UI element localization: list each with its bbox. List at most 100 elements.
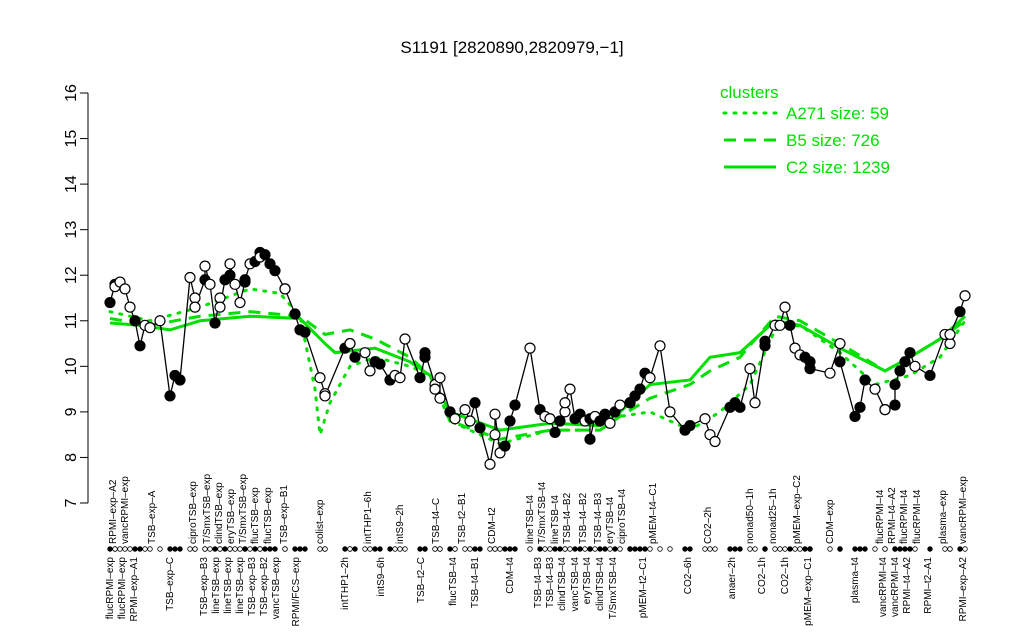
data-point [804,363,816,375]
data-point [509,399,521,411]
data-point [869,383,881,395]
data-point [959,290,971,302]
x-tick-label-bottom: RPMI/FCS–exp [291,557,302,627]
y-tick-label: 13 [63,221,80,239]
x-tick-label-bottom: flucTSB–t4 [448,557,459,606]
point-marker [712,546,718,552]
y-tick-label: 16 [63,84,80,102]
point-marker [272,546,278,552]
data-point [954,306,966,318]
data-point [759,340,771,352]
point-marker [907,546,913,552]
legend-entry-label: B5 size: 726 [786,131,880,150]
x-tick-label-bottom: CO2–1h [757,557,768,594]
cluster-line-solid [109,314,967,432]
data-point [434,392,446,404]
data-point [774,319,786,331]
point-marker [807,546,813,552]
y-tick-label: 14 [63,175,80,193]
point-marker [752,546,758,552]
x-tick-label-bottom: RPMI–exp–A2 [958,557,969,622]
data-point [584,433,596,445]
data-point [209,317,221,329]
point-marker [872,546,878,552]
point-marker [297,546,303,552]
data-point [824,367,836,379]
x-tick-label-top: T/SmxTSB–exp [202,474,213,544]
point-marker [247,546,253,552]
y-axis: 7 8 9 10 11 12 13 14 15 16 [63,84,89,507]
point-marker [882,546,888,552]
data-point [414,372,426,384]
x-tick-label-bottom: clindTSB–t4 [595,557,606,611]
point-marker [687,546,693,552]
point-marker [187,546,193,552]
cluster-line-dashed [109,310,966,441]
data-point [319,390,331,402]
x-tick-label-bottom: TSB–t4–B1 [470,557,481,609]
x-tick-label-top: nonad25–1h [768,488,779,544]
point-marker [912,546,918,552]
x-tick-label-top: clindTSB–exp [214,482,225,544]
point-marker [527,546,533,552]
point-marker [587,546,593,552]
point-marker [177,546,183,552]
data-point [904,347,916,359]
point-marker [507,546,513,552]
data-point [359,347,371,359]
x-tick-label-top: flucRPMI–t4 [875,489,886,544]
x-tick-label-top: ciproTSB–t4 [617,489,628,544]
y-tick-label: 7 [63,498,80,507]
point-marker [962,546,968,552]
x-tick-label-bottom: RPMI–t2–A1 [923,557,934,614]
data-point [854,401,866,413]
point-marker [947,546,953,552]
data-point [924,369,936,382]
chart-title: S1191 [2820890,2820979,−1] [400,38,623,57]
y-tick-label: 9 [63,407,80,416]
data-point [469,397,481,409]
x-tick-labels: RPMI–exp–A2 vancRPMI–exp TSB–exp–A ciproTSB… [105,474,969,627]
point-marker [837,546,843,552]
x-tick-label-top: ciproTSB–exp [188,481,199,544]
x-tick-label-top: TSB–t4–B2 [562,492,573,544]
point-marker [217,546,223,552]
data-point [344,337,356,350]
legend: clusters A271 size: 59 B5 size: 726 C2 siz… [720,83,890,177]
point-marker [797,546,803,552]
data-points [104,246,971,470]
data-point [419,347,431,359]
x-tick-label-top: flucRPMI–t4 [912,489,923,544]
data-point [604,417,616,429]
x-tick-label-top: plasma–exp [938,490,949,544]
x-tick-label-bottom: vancTSB–exp [271,557,282,620]
data-point [184,271,196,284]
legend-entry-label: C2 size: 1239 [786,158,890,177]
x-tick-label-bottom: TSB–exp–B2 [259,557,270,616]
x-tick-label-top: eryTSB–t4 [605,496,616,544]
data-point [834,337,846,350]
data-point [944,328,956,341]
point-marker [372,546,378,552]
x-tick-label-top: intTHP1–6h [363,491,374,544]
x-tick-label-bottom: vancRPMI–t4 [878,557,889,617]
x-tick-label-bottom: TSB–t4–B3 [545,557,556,609]
point-marker [367,546,373,552]
point-marker [267,546,273,552]
data-point [234,296,246,309]
point-marker [802,546,808,552]
legend-entry-label: A271 size: 59 [786,104,889,123]
point-marker [727,546,733,552]
point-marker [737,546,743,552]
data-point [119,283,131,295]
x-tick-label-top: vancRPMI–exp [120,476,131,544]
data-point [199,260,211,272]
point-marker [352,546,358,552]
y-tick-label: 10 [63,357,80,375]
x-tick-label-bottom: pMEM–t2–C1 [638,557,649,619]
x-tick-label-top: pMEM–exp–C2 [792,475,803,544]
point-marker [362,546,368,552]
x-tick-label-top: RPMI–exp–A2 [108,479,119,544]
point-marker [232,546,238,552]
x-tick-label-bottom: intS9–6h [376,557,387,596]
